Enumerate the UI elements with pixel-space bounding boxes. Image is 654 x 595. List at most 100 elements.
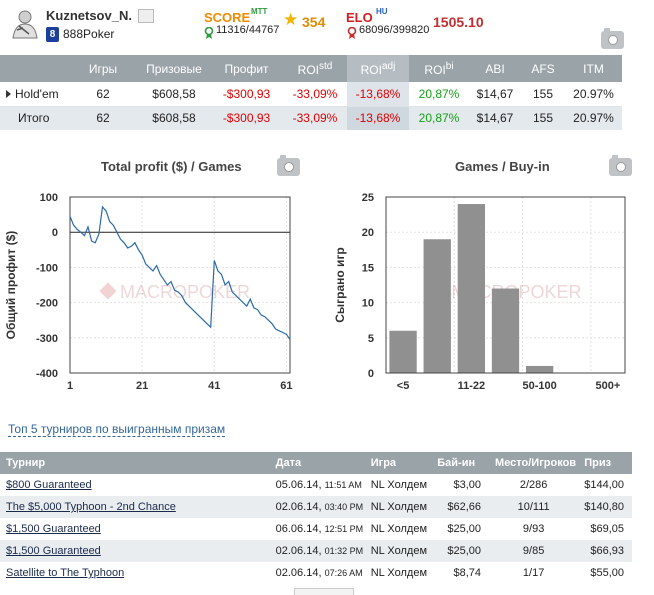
- row-label[interactable]: Hold'em: [0, 82, 68, 107]
- plot-frame: [385, 196, 626, 374]
- cell-profit: -$300,93: [210, 106, 283, 130]
- cell-afs: 155: [521, 106, 565, 130]
- bar: [389, 330, 417, 373]
- star-icon: ★: [283, 10, 299, 29]
- plot-frame: [69, 196, 291, 374]
- col-roi-adj[interactable]: ROIadj: [347, 55, 409, 82]
- tournament-link[interactable]: The $5,000 Typhoon - 2nd Chance: [6, 501, 176, 513]
- score-label: SCORE: [204, 10, 251, 25]
- top5-table: Турнир Дата Игра Бай-ин Место/Игроков Пр…: [0, 452, 632, 584]
- tournament-game: NL Холдем: [364, 496, 432, 518]
- tournament-name[interactable]: $1,500 Guaranteed: [0, 518, 270, 540]
- col-profit[interactable]: Профит: [210, 55, 283, 82]
- tournament-prize: $144,00: [584, 479, 624, 491]
- tournament-name[interactable]: $800 Guaranteed: [0, 474, 270, 496]
- col-games[interactable]: Игры: [68, 55, 138, 82]
- y-tick-label: 5: [368, 333, 374, 345]
- col-roi-bi[interactable]: ROIbi: [409, 55, 469, 82]
- col-roi-std[interactable]: ROIstd: [283, 55, 347, 82]
- col-prize[interactable]: Приз: [578, 452, 632, 474]
- buyin-chart-title: Games / Buy-in: [455, 159, 550, 174]
- cell-roi-adj: -13,68%: [347, 82, 409, 107]
- cell-roi-bi: 20,87%: [409, 106, 469, 130]
- score-value: 354: [302, 14, 326, 30]
- buyin-bar-chart: 2520151050MACROPOKER<511-2250-100500+Сыг…: [333, 192, 626, 392]
- y-tick-label: 15: [362, 262, 374, 274]
- tournament-link[interactable]: $800 Guaranteed: [6, 479, 92, 491]
- tournament-prize: $140,80: [578, 496, 632, 518]
- y-tick-label: -100: [36, 262, 58, 274]
- tournament-name[interactable]: Satellite to The Typhoon: [0, 562, 270, 584]
- bar: [491, 288, 520, 373]
- col-abi[interactable]: ABI: [469, 55, 521, 82]
- cell-abi: $14,67: [469, 106, 521, 130]
- tournament-prize: $66,93: [578, 540, 632, 562]
- x-tick-label: <5: [397, 380, 410, 392]
- tournament-name[interactable]: The $5,000 Typhoon - 2nd Chance: [0, 496, 270, 518]
- cell-roi-std: -33,09%: [283, 106, 347, 130]
- top5-row: $1,500 Guaranteed 02.06.14, 01:32 PM NL Хо…: [0, 540, 632, 562]
- profile-link-icon[interactable]: [138, 9, 154, 23]
- camera-icon[interactable]: [609, 155, 632, 176]
- cell-itm: 20.97%: [565, 106, 622, 130]
- tournament-link[interactable]: $1,500 Guaranteed: [6, 545, 101, 557]
- y-tick-label: -200: [36, 298, 58, 310]
- score-sup: MTT: [251, 7, 268, 16]
- stats-row-holdem[interactable]: Hold'em 62 $608,58 -$300,93 -33,09% -13,…: [0, 82, 622, 107]
- tournament-time: 12:51 PM: [324, 524, 364, 534]
- cell-roi-std: -33,09%: [283, 82, 347, 107]
- tournament-time: 03:40 PM: [324, 502, 364, 512]
- tournament-game: NL Холдем: [370, 479, 428, 491]
- tournament-time: 07:26 AM: [324, 568, 363, 578]
- tournament-link[interactable]: $1,500 Guaranteed: [6, 523, 101, 535]
- y-tick-label: 100: [40, 192, 58, 204]
- y-tick-label: 10: [362, 298, 374, 310]
- expand-arrow-icon[interactable]: [6, 89, 11, 98]
- col-itm[interactable]: ITM: [565, 55, 622, 82]
- room-logo-icon: 8: [46, 27, 59, 42]
- col-afs[interactable]: AFS: [521, 55, 565, 82]
- cell-roi-adj: -13,68%: [347, 106, 409, 130]
- tournament-date: 05.06.14, 11:51 AM: [275, 479, 362, 491]
- tournament-place: 10/111: [489, 496, 579, 518]
- profit-chart-title: Total profit ($) / Games: [101, 159, 242, 174]
- col-game[interactable]: Игра: [364, 452, 432, 474]
- y-tick-label: 0: [52, 227, 58, 239]
- x-tick-label: 1: [67, 380, 73, 392]
- top5-link[interactable]: Топ 5 турниров по выигранным призам: [8, 422, 226, 437]
- elo-value: 1505.10: [433, 14, 484, 30]
- y-tick-label: -400: [36, 368, 58, 380]
- col-place[interactable]: Место/Игроков: [489, 452, 579, 474]
- tournament-time: 01:32 PM: [324, 546, 364, 556]
- x-tick-label: 50-100: [523, 380, 557, 392]
- camera-icon[interactable]: [601, 28, 624, 49]
- bar: [525, 365, 554, 373]
- tournament-place: 9/93: [522, 523, 545, 535]
- elo-rank: 68096/399820: [359, 24, 430, 36]
- cell-prizes: $608,58: [138, 82, 210, 107]
- col-buyin[interactable]: Бай-ин: [431, 452, 490, 474]
- player-name[interactable]: Kuznetsov_N.: [46, 8, 132, 23]
- cell-prizes: $608,58: [138, 106, 210, 130]
- camera-icon[interactable]: [277, 155, 300, 176]
- cell-games: 62: [68, 82, 138, 107]
- tournament-date: 02.06.14, 03:40 PM: [269, 496, 365, 518]
- score-rank: 11316/44767: [216, 24, 280, 36]
- tournament-place: 9/85: [489, 540, 579, 562]
- tournament-buyin: $8,74: [453, 567, 482, 579]
- tournament-game: NL Холдем: [370, 567, 428, 579]
- tournament-prize: $55,00: [590, 567, 624, 579]
- tournament-name[interactable]: $1,500 Guaranteed: [0, 540, 270, 562]
- tournament-link[interactable]: Satellite to The Typhoon: [6, 567, 125, 579]
- stats-row-total: Итого 62 $608,58 -$300,93 -33,09% -13,68…: [0, 106, 622, 130]
- tournament-place: 1/17: [522, 567, 545, 579]
- y-axis-label: Сыграно игр: [333, 247, 347, 323]
- load-more-button[interactable]: [294, 588, 354, 595]
- tournament-prize: $69,05: [590, 523, 624, 535]
- y-axis-label: Общий профит ($): [4, 231, 18, 340]
- col-tournament[interactable]: Турнир: [0, 452, 270, 474]
- col-prizes[interactable]: Призовые: [138, 55, 210, 82]
- col-date[interactable]: Дата: [269, 452, 365, 474]
- x-tick-label: 21: [136, 380, 148, 392]
- elo-label: ELO: [346, 10, 373, 25]
